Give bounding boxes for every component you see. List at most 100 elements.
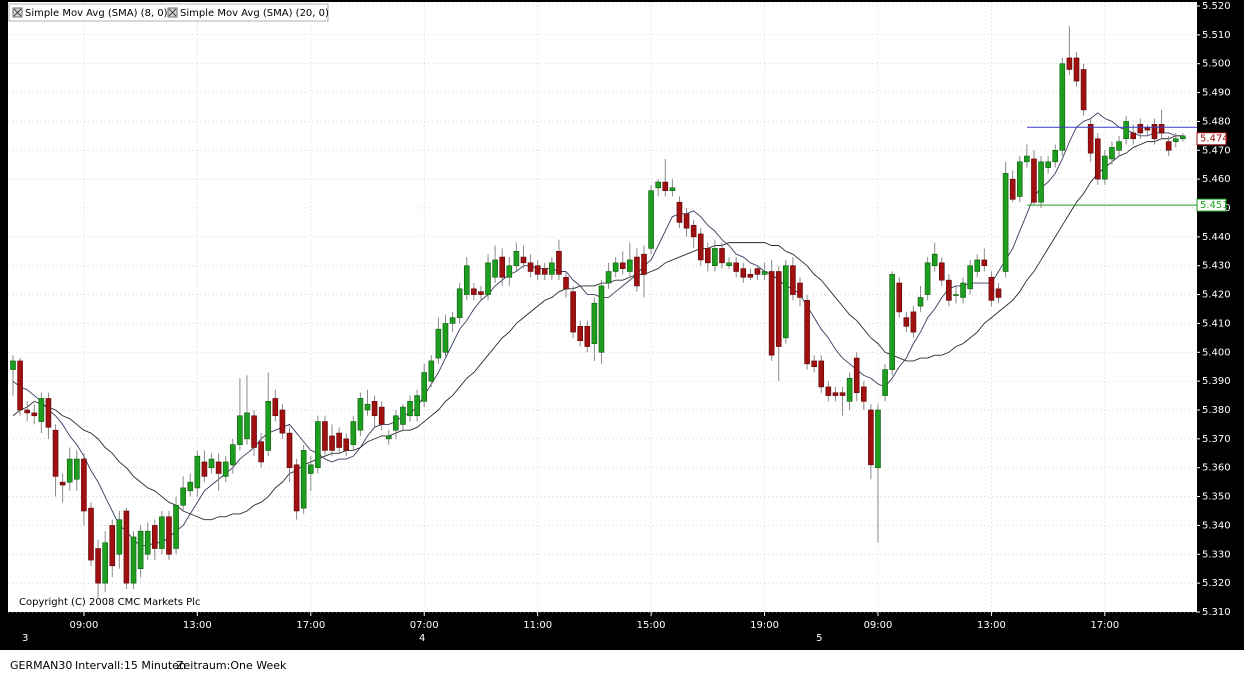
y-tick-label: 5.330 [1202, 549, 1231, 560]
candle-body [471, 288, 477, 295]
candle-body [846, 377, 853, 402]
candle-body [924, 262, 931, 295]
candle-body [1087, 124, 1094, 154]
candle-body [648, 190, 654, 249]
candle-body [173, 504, 179, 549]
candle-body [690, 225, 697, 238]
candle-body [130, 536, 137, 584]
candle-body [1102, 155, 1108, 180]
candle-body [697, 233, 704, 261]
candle-body [194, 455, 201, 489]
x-tick-label: 09:00 [864, 620, 893, 631]
candle-body [875, 409, 881, 469]
y-tick-label: 5.350 [1202, 492, 1231, 503]
candle-body [229, 444, 236, 466]
candle-body [159, 516, 165, 549]
candle-body [74, 458, 80, 480]
candle-body [116, 519, 123, 555]
candle-body [1038, 161, 1044, 203]
candle-body [577, 326, 584, 342]
marks [10, 26, 1197, 598]
y-tick-label: 5.400 [1202, 347, 1231, 358]
candle-body [953, 294, 959, 296]
candle-body [534, 265, 541, 275]
candle-body [1002, 173, 1009, 272]
candle-body [237, 415, 243, 445]
y-tick-label: 5.490 [1202, 88, 1231, 99]
candle-body [903, 317, 910, 327]
candle-body [343, 438, 350, 451]
candle-body [1123, 121, 1129, 140]
candle-body [719, 248, 725, 264]
candle-body [1165, 141, 1172, 151]
x-tick-label: 17:00 [296, 620, 325, 631]
candle-body [995, 288, 1002, 298]
candle-body [187, 481, 194, 492]
x-tick-label: 19:00 [750, 620, 779, 631]
price-marker-label: 5.451 [1200, 200, 1229, 211]
candle-body [761, 271, 768, 275]
candle-body [612, 262, 619, 272]
candle-body [506, 265, 513, 278]
candle-body [1094, 138, 1101, 180]
legend-label: Simple Mov Avg (SMA) (20, 0) [180, 8, 329, 19]
candle-body [683, 213, 690, 229]
candle-body [45, 398, 52, 428]
candle-body [1052, 149, 1059, 163]
candle-body [1045, 161, 1051, 168]
candle-body [591, 302, 598, 344]
candle-body [520, 256, 527, 264]
candle-body [258, 441, 264, 463]
candle-body [974, 259, 981, 272]
candle-body [541, 268, 548, 275]
candle-body [407, 401, 413, 417]
candle-body [775, 271, 782, 347]
candle-body [1080, 69, 1087, 111]
y-tick-label: 5.390 [1202, 376, 1231, 387]
candle-body [605, 271, 612, 284]
day-label: 5 [816, 633, 822, 644]
candle-body [10, 360, 16, 370]
candle-body [222, 461, 229, 477]
status-interval: Intervall:15 Minuten [75, 659, 186, 672]
candle-body [1059, 63, 1066, 151]
candle-body [747, 274, 754, 278]
candle-body [1180, 135, 1186, 140]
candle-body [655, 181, 661, 189]
candle-body [442, 323, 449, 353]
y-tick-label: 5.460 [1202, 174, 1231, 185]
candle-body [669, 187, 676, 191]
day-label: 4 [419, 633, 425, 644]
candle-body [754, 268, 761, 275]
candle-body [860, 386, 867, 402]
x-tick-label: 13:00 [183, 620, 212, 631]
candle-body [251, 415, 257, 448]
candle-body [88, 507, 94, 561]
candle-body [1116, 141, 1122, 151]
candle-body [385, 435, 392, 440]
candle-body [676, 201, 683, 223]
candle-body [393, 415, 399, 431]
candle-body [208, 458, 215, 469]
y-tick-label: 5.420 [1202, 290, 1231, 301]
candle-body [478, 291, 484, 295]
candle-body [1172, 138, 1179, 142]
candle-body [726, 262, 732, 267]
candle-body [414, 395, 420, 417]
y-tick-label: 5.430 [1202, 261, 1231, 272]
candle-body [868, 409, 874, 466]
candle-body [66, 458, 73, 483]
grid [8, 2, 1197, 613]
candle-body [549, 262, 555, 275]
candle-body [740, 268, 747, 278]
candle-body [421, 372, 428, 402]
candle-body [17, 360, 23, 411]
candle-body [825, 386, 832, 396]
candle-body [499, 256, 506, 278]
candle-body [598, 285, 605, 353]
candle-body [435, 328, 442, 359]
candle-body [938, 262, 945, 281]
candle-body [123, 510, 130, 584]
candle-body [896, 282, 903, 313]
